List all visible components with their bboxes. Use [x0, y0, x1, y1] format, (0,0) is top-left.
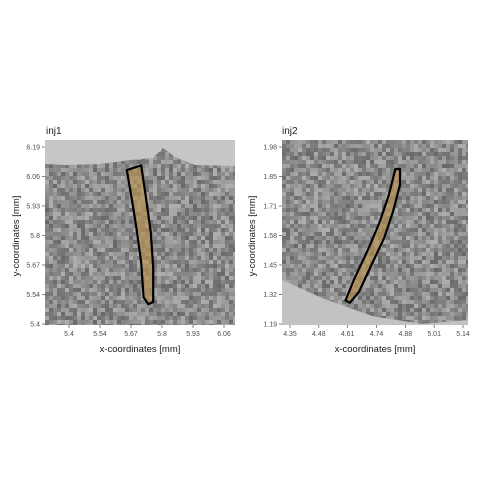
- y-tick-label: 5.93: [26, 204, 40, 211]
- y-tick-label: 1.19: [263, 322, 277, 329]
- y-axis: 6.19 6.06 5.93 5.8 5.67 5.54 5.4: [26, 145, 45, 329]
- histology-image: [45, 140, 235, 325]
- y-tick-label: 5.4: [30, 322, 40, 329]
- y-tick-label: 5.54: [26, 292, 40, 299]
- x-tick-label: 5.67: [124, 331, 138, 338]
- x-tick-label: 5.4: [64, 331, 74, 338]
- x-axis: 5.4 5.54 5.67 5.8 5.93 6.06: [64, 325, 231, 338]
- x-tick-label: 5.01: [427, 331, 441, 338]
- x-tick-label: 5.93: [186, 331, 200, 338]
- panel-title: inj2: [282, 126, 298, 137]
- y-tick-label: 1.85: [263, 174, 277, 181]
- x-axis: 4.35 4.48 4.61 4.74 4.88 5.01 5.14: [283, 325, 470, 338]
- x-tick-label: 4.88: [399, 331, 413, 338]
- injection-outline: [125, 164, 155, 306]
- panel-inj2: inj2 4.35 4.48 4.61 4.74 4.88 5.01 5.14 1.981.…: [247, 126, 470, 355]
- x-tick-label: 4.74: [370, 331, 384, 338]
- y-tick-label: 1.71: [263, 204, 277, 211]
- x-tick-label: 5.54: [93, 331, 107, 338]
- x-tick-label: 4.61: [341, 331, 355, 338]
- histology-image: [282, 140, 468, 325]
- y-tick-label: 6.06: [26, 174, 40, 181]
- x-tick-label: 6.06: [217, 331, 231, 338]
- x-tick-label: 4.35: [283, 331, 297, 338]
- x-axis-title: x-coordinates [mm]: [335, 344, 416, 355]
- y-tick-label: 1.45: [263, 263, 277, 270]
- y-tick-label: 1.58: [263, 233, 277, 240]
- y-axis-title: y-coordinates [mm]: [247, 196, 258, 277]
- panel-title: inj1: [46, 126, 62, 137]
- x-axis-title: x-coordinates [mm]: [100, 344, 181, 355]
- injection-outline: [344, 167, 402, 304]
- y-tick-label: 5.67: [26, 263, 40, 270]
- y-tick-label: 1.98: [263, 145, 277, 152]
- x-tick-label: 5.8: [157, 331, 167, 338]
- x-tick-label: 5.14: [456, 331, 470, 338]
- y-tick-label: 1.32: [263, 292, 277, 299]
- panel-inj1: inj1 5.4 5.54 5.67 5.8 5.93 6.06 6.19 6.06 5.93…: [11, 126, 235, 355]
- y-axis: 1.98 1.85 1.71 1.58 1.45 1.32 1.19: [263, 145, 282, 329]
- y-tick-label: 6.19: [26, 145, 40, 152]
- y-tick-label: 5.8: [30, 233, 40, 240]
- y-axis-title: y-coordinates [mm]: [11, 196, 22, 277]
- x-tick-label: 4.48: [312, 331, 326, 338]
